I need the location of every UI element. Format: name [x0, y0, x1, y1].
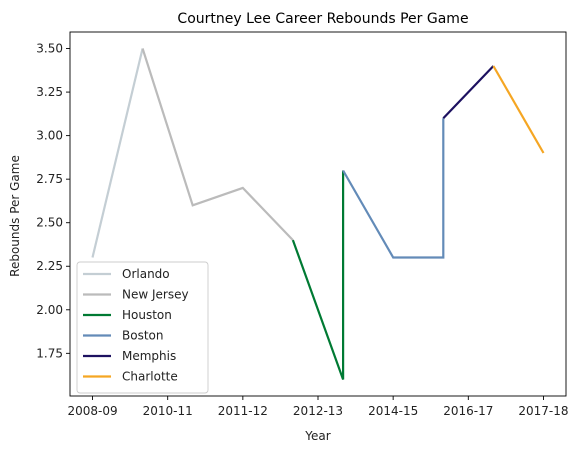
y-tick-label: 2.75 [36, 172, 63, 186]
x-tick-label: 2014-15 [368, 404, 418, 418]
x-axis: 2008-09 2010-11 2011-12 2012-13 2014-15 2016-… [67, 396, 569, 418]
legend-label: Orlando [122, 267, 170, 281]
x-tick-label: 2011-12 [218, 404, 268, 418]
legend-label: Houston [122, 308, 172, 322]
y-tick-label: 2.50 [36, 216, 63, 230]
series-line-boston [342, 118, 445, 259]
y-axis: 1.75 2.00 2.25 2.50 2.75 3.00 3.25 3.50 [36, 42, 70, 360]
y-tick-label: 3.25 [36, 85, 63, 99]
y-tick-label: 2.00 [36, 303, 63, 317]
x-tick-label: 2016-17 [443, 404, 493, 418]
legend-label: Charlotte [122, 370, 178, 384]
series-lines [91, 48, 545, 380]
series-line-new-jersey [141, 48, 294, 241]
x-axis-title: Year [304, 429, 330, 443]
y-axis-title: Rebounds Per Game [8, 155, 22, 277]
legend-label: New Jersey [122, 288, 189, 302]
series-line-orlando [91, 48, 144, 258]
legend: Orlando New Jersey Houston Boston Memphis Cha… [76, 261, 209, 394]
y-tick-label: 1.75 [36, 346, 63, 360]
x-tick-label: 2017-18 [518, 404, 568, 418]
series-line-houston [291, 170, 345, 380]
legend-label: Memphis [122, 349, 176, 363]
x-tick-label: 2010-11 [143, 404, 193, 418]
x-tick-label: 2012-13 [293, 404, 343, 418]
x-tick-label: 2008-09 [67, 404, 117, 418]
y-tick-label: 3.50 [36, 42, 63, 56]
chart-title: Courtney Lee Career Rebounds Per Game [177, 11, 468, 27]
series-line-memphis [442, 65, 495, 119]
legend-label: Boston [122, 329, 163, 343]
series-line-charlotte [492, 65, 545, 154]
y-tick-label: 3.00 [36, 129, 63, 143]
y-tick-label: 2.25 [36, 259, 63, 273]
